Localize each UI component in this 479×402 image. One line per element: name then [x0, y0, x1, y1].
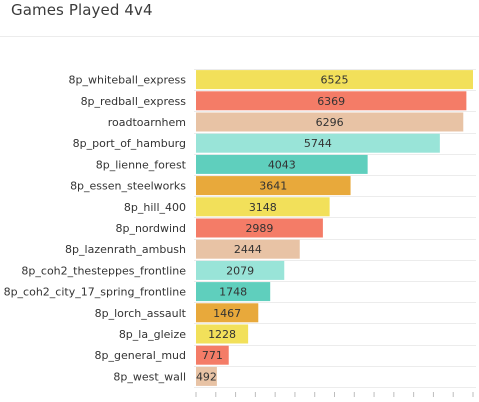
bar	[196, 324, 249, 344]
bar	[196, 112, 464, 132]
bar	[196, 239, 300, 259]
bar	[196, 154, 368, 174]
category-label: 8p_whiteball_express	[69, 74, 187, 87]
chart-title: Games Played 4v4	[11, 1, 153, 19]
data-label: 6296	[316, 116, 344, 129]
bar	[196, 345, 229, 365]
data-label: 3641	[259, 180, 287, 193]
category-label: 8p_port_of_hamburg	[73, 137, 186, 150]
bar	[196, 197, 330, 217]
bar	[196, 366, 217, 386]
data-label: 771	[202, 349, 223, 362]
category-label: 8p_essen_steelworks	[70, 180, 186, 193]
category-label: 8p_redball_express	[81, 95, 187, 108]
data-label: 2989	[245, 222, 273, 235]
category-label: 8p_lazenrath_ambush	[65, 243, 186, 256]
bar	[196, 176, 351, 196]
bar	[196, 260, 285, 280]
data-label: 1467	[213, 307, 241, 320]
category-label: 8p_hill_400	[124, 201, 186, 214]
bar	[196, 218, 323, 238]
gridlines	[194, 69, 476, 388]
category-label: 8p_coh2_city_17_spring_frontline	[4, 286, 187, 299]
category-label: 8p_lorch_assault	[95, 307, 187, 320]
data-label: 6369	[317, 95, 345, 108]
category-label: 8p_general_mud	[95, 349, 186, 362]
x-axis-ticks	[195, 392, 474, 397]
bar	[196, 133, 440, 153]
category-label: 8p_nordwind	[115, 222, 186, 235]
bar	[196, 303, 259, 323]
data-label: 2079	[226, 264, 254, 277]
data-label: 5744	[304, 137, 332, 150]
bar	[196, 91, 467, 111]
data-label: 6525	[321, 74, 349, 87]
category-label: 8p_west_wall	[113, 370, 186, 383]
data-label: 3148	[249, 201, 277, 214]
title-divider	[0, 36, 479, 37]
data-label: 4043	[268, 158, 296, 171]
data-label: 1748	[219, 286, 247, 299]
bar	[196, 70, 473, 90]
category-label: 8p_la_gleize	[119, 328, 186, 341]
data-label: 2444	[234, 243, 262, 256]
category-label: 8p_lienne_forest	[96, 158, 187, 171]
category-label: roadtoarnhem	[108, 116, 186, 129]
bar	[196, 282, 271, 302]
category-label: 8p_coh2_thesteppes_frontline	[21, 264, 186, 277]
data-label: 1228	[208, 328, 236, 341]
data-label: 492	[196, 370, 217, 383]
